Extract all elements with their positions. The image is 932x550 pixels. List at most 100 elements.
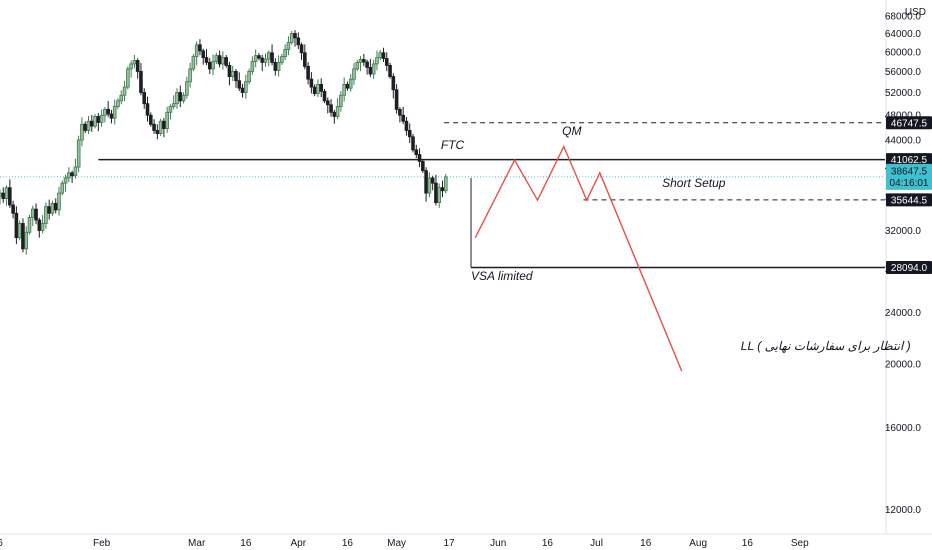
candle-body bbox=[201, 50, 206, 58]
candle-body bbox=[322, 91, 327, 102]
forecast-path bbox=[474, 144, 683, 372]
candle-body bbox=[293, 33, 297, 39]
candle-body bbox=[388, 65, 392, 77]
candle-body bbox=[112, 106, 117, 119]
candle-body bbox=[378, 52, 383, 58]
candle-body bbox=[126, 68, 130, 88]
candle-body bbox=[424, 170, 428, 194]
y-tick-label: 68000.0 bbox=[885, 12, 922, 23]
candle-body bbox=[309, 78, 314, 88]
candle-body bbox=[358, 59, 363, 63]
candle-body bbox=[73, 166, 78, 177]
chart-annotation: Short Setup bbox=[662, 176, 726, 190]
candle-body bbox=[70, 172, 74, 177]
candle-body bbox=[30, 208, 35, 218]
candle-body bbox=[34, 208, 38, 221]
candle-body bbox=[270, 52, 274, 63]
candle-body bbox=[224, 57, 228, 66]
price-badge bbox=[886, 260, 932, 274]
candle-body bbox=[276, 62, 281, 71]
candle-body bbox=[129, 63, 133, 70]
candle-body bbox=[250, 61, 255, 72]
chart-annotation: QM bbox=[562, 124, 581, 138]
candle-body bbox=[263, 58, 268, 63]
x-tick-label: 16 bbox=[240, 538, 252, 549]
candle-body bbox=[362, 59, 366, 63]
candle-body bbox=[355, 62, 360, 70]
candle-body bbox=[273, 62, 278, 71]
price-countdown: 04:16:01 bbox=[890, 178, 929, 189]
y-tick-label: 16000.0 bbox=[885, 423, 922, 434]
candle-body bbox=[427, 177, 432, 194]
candle-body bbox=[342, 84, 346, 96]
candle-body bbox=[8, 187, 12, 206]
x-tick-label: Feb bbox=[93, 538, 111, 549]
candle-body bbox=[132, 60, 137, 65]
chart-annotation: LL ( انتظار برای سفارشات نهایی ) bbox=[741, 339, 911, 353]
candle-body bbox=[171, 103, 176, 107]
candle-body bbox=[348, 78, 353, 89]
candle-body bbox=[53, 202, 58, 211]
candle-body bbox=[234, 71, 238, 82]
candle-body bbox=[247, 71, 251, 83]
candle-body bbox=[1, 192, 6, 199]
candle-body bbox=[40, 223, 45, 231]
candle-body bbox=[283, 49, 287, 57]
candle-body bbox=[145, 103, 150, 116]
candle-body bbox=[391, 76, 396, 91]
y-tick-label: 20000.0 bbox=[885, 360, 922, 371]
candle-body bbox=[162, 120, 166, 129]
candle-body bbox=[430, 177, 435, 184]
price-badge bbox=[886, 163, 932, 190]
candle-body bbox=[296, 37, 301, 46]
candle-body bbox=[221, 57, 225, 65]
candle-body bbox=[17, 223, 22, 239]
candle-body bbox=[260, 57, 265, 63]
x-tick-label: 16 bbox=[640, 538, 652, 549]
candle-body bbox=[191, 56, 196, 70]
candle-body bbox=[194, 44, 199, 57]
candle-body bbox=[335, 106, 340, 117]
candle-body bbox=[240, 87, 245, 93]
candle-body bbox=[365, 61, 369, 68]
candle-body bbox=[76, 139, 81, 168]
y-tick-label: 56000.0 bbox=[885, 67, 922, 78]
candle-body bbox=[122, 86, 127, 96]
candle-body bbox=[139, 71, 143, 93]
candle-body bbox=[60, 182, 65, 194]
price-badge-label: 28094.0 bbox=[891, 263, 928, 274]
x-tick-label: 16 bbox=[542, 538, 554, 549]
y-tick-label: 32000.0 bbox=[885, 226, 922, 237]
candle-body bbox=[306, 65, 310, 80]
candle-body bbox=[286, 42, 291, 50]
y-tick-label: 44000.0 bbox=[885, 135, 922, 146]
candle-body bbox=[244, 81, 248, 93]
candle-body bbox=[24, 231, 29, 250]
x-tick-label: 16 bbox=[742, 538, 754, 549]
x-tick-label: Sep bbox=[791, 538, 809, 549]
candle-body bbox=[230, 71, 235, 77]
x-tick-label: 17 bbox=[443, 538, 455, 549]
candle-body bbox=[253, 55, 258, 62]
chart-annotation: VSA limited bbox=[471, 269, 533, 283]
candle-body bbox=[152, 123, 156, 131]
candle-body bbox=[437, 187, 442, 203]
candle-body bbox=[198, 44, 202, 52]
candle-body bbox=[175, 92, 179, 105]
y-tick-label: 48000.0 bbox=[885, 111, 922, 122]
candle-body bbox=[345, 84, 350, 89]
x-tick-label: 16 bbox=[342, 538, 354, 549]
candle-body bbox=[181, 94, 186, 102]
candle-body bbox=[375, 57, 379, 65]
candle-body bbox=[165, 111, 169, 129]
candle-body bbox=[398, 108, 402, 116]
price-badge-label: 38647.5 bbox=[891, 166, 928, 177]
candle-body bbox=[407, 130, 412, 138]
candle-body bbox=[237, 80, 242, 89]
candle-body bbox=[57, 192, 61, 211]
candle-body bbox=[332, 111, 337, 117]
candle-body bbox=[303, 52, 307, 67]
x-tick-label: Apr bbox=[290, 538, 306, 549]
